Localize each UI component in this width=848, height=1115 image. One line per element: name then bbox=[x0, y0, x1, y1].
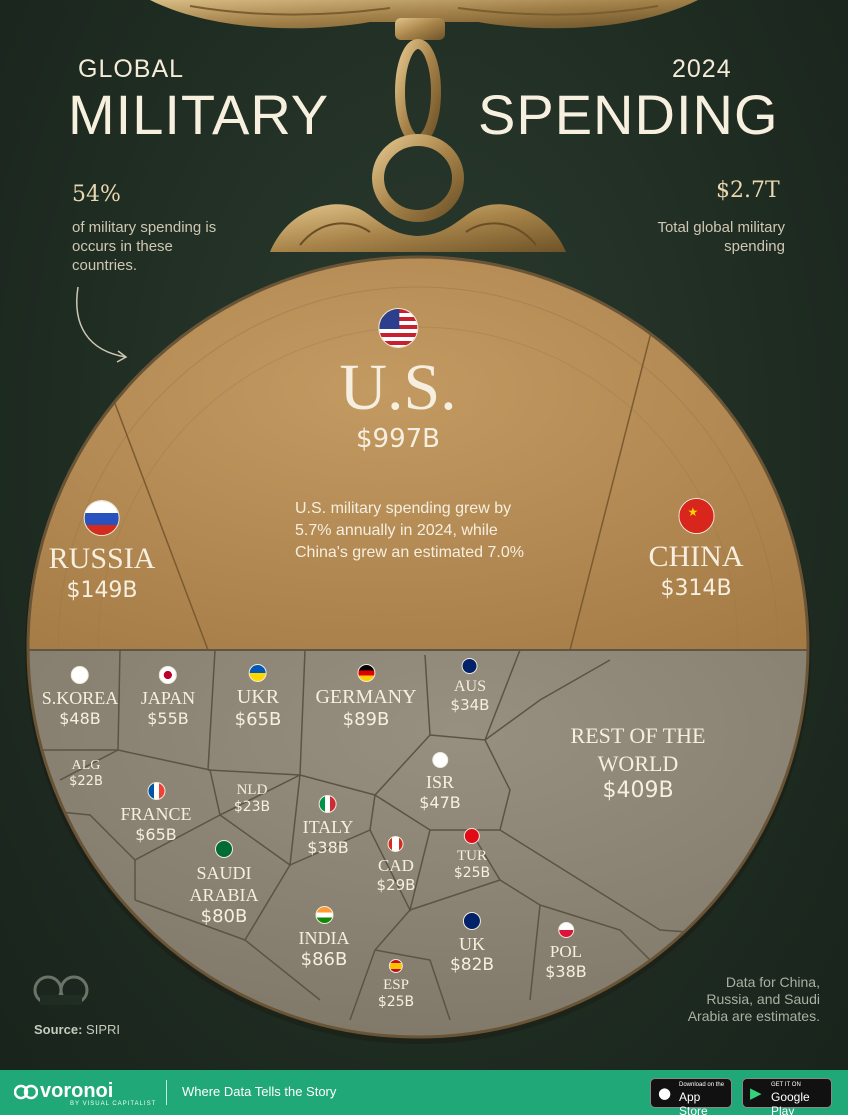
label-pol: POL $38B bbox=[545, 922, 587, 981]
svg-text:★: ★ bbox=[687, 505, 698, 519]
label-uk: UK $82B bbox=[450, 912, 494, 975]
title-year: 2024 bbox=[672, 55, 732, 83]
us-growth-note: U.S. military spending grew by 5.7% annu… bbox=[295, 500, 524, 561]
australia-flag-icon bbox=[461, 658, 478, 674]
label-aus: AUS $34B bbox=[451, 658, 489, 714]
china-name: CHINA bbox=[648, 540, 744, 573]
total-stat: $2.7T bbox=[716, 178, 780, 203]
india-flag-icon bbox=[315, 906, 333, 924]
hanger-ornament bbox=[150, 0, 698, 252]
share-stat: 54% bbox=[72, 182, 121, 207]
voronoi-cell-lines bbox=[28, 649, 801, 1021]
japan-flag-icon bbox=[159, 666, 177, 684]
label-germany: GERMANY $89B bbox=[315, 664, 417, 730]
us-value: $997B bbox=[355, 424, 440, 454]
label-ukr: UKR $65B bbox=[235, 664, 281, 730]
poland-flag-icon bbox=[557, 922, 574, 938]
title-global: GLOBAL bbox=[78, 55, 185, 83]
china-flag-icon: ★ bbox=[678, 498, 714, 534]
label-japan: JAPAN $55B bbox=[141, 666, 195, 728]
voronoi-logo-icon bbox=[14, 1084, 38, 1100]
us-name: U.S. bbox=[339, 351, 457, 424]
label-tur: TUR $25B bbox=[454, 828, 490, 881]
label-rest-of-world: REST OF THE WORLD $409B bbox=[570, 723, 706, 803]
play-icon: ▶ bbox=[750, 1084, 762, 1102]
google-play-button[interactable]: ▶ GET IT ON Google Play bbox=[742, 1078, 832, 1115]
turkey-flag-icon bbox=[463, 828, 480, 844]
footer-tagline: Where Data Tells the Story bbox=[182, 1084, 337, 1099]
apple-icon: ● bbox=[658, 1084, 672, 1102]
title-military: MILITARY bbox=[68, 83, 330, 146]
ukraine-flag-icon bbox=[249, 664, 267, 682]
us-flag-icon bbox=[378, 308, 418, 348]
label-cad: CAD $29B bbox=[377, 836, 415, 894]
label-italy: ITALY $38B bbox=[303, 795, 353, 857]
italy-flag-icon bbox=[319, 795, 337, 813]
share-note: of military spending is occurs in these … bbox=[72, 219, 217, 274]
label-saudi: SAUDI ARABIA $80B bbox=[179, 840, 269, 927]
label-russia: RUSSIA $149B bbox=[48, 500, 156, 603]
uk-flag-icon bbox=[463, 912, 481, 930]
russia-name: RUSSIA bbox=[48, 542, 156, 575]
label-us: U.S. $997B bbox=[339, 308, 457, 454]
russia-us-border bbox=[107, 384, 209, 651]
saudi-flag-icon bbox=[215, 840, 233, 858]
label-esp: ESP $25B bbox=[378, 958, 414, 1010]
spain-flag-icon bbox=[388, 959, 403, 973]
label-skorea: S.KOREA $48B bbox=[42, 666, 118, 728]
footer-bar: voronoi BY VISUAL CAPITALIST Where Data … bbox=[0, 1070, 848, 1115]
voronoi-logo-watermark bbox=[33, 975, 89, 1005]
label-india: INDIA $86B bbox=[299, 906, 350, 970]
france-flag-icon bbox=[146, 782, 165, 800]
skorea-flag-icon bbox=[70, 666, 89, 684]
russia-value: $149B bbox=[66, 578, 138, 603]
label-china: ★ CHINA $314B bbox=[649, 498, 744, 601]
source-line: Source: SIPRI bbox=[34, 1022, 120, 1037]
total-note: Total global military spending bbox=[657, 219, 785, 255]
label-nld: NLD $23B bbox=[233, 782, 271, 815]
app-store-button[interactable]: ● Download on the App Store bbox=[650, 1078, 732, 1115]
medal-rim bbox=[26, 255, 810, 1039]
label-isr: ISR $47B bbox=[419, 752, 461, 812]
brand-name[interactable]: voronoi bbox=[40, 1080, 114, 1102]
curved-arrow-icon bbox=[76, 286, 128, 363]
us-china-border bbox=[569, 312, 657, 651]
estimate-note: Data for China, Russia, and Saudi Arabia… bbox=[687, 974, 820, 1024]
label-france: FRANCE $65B bbox=[120, 782, 192, 844]
china-value: $314B bbox=[660, 576, 732, 601]
footer-divider bbox=[166, 1080, 167, 1105]
label-alg: ALG $22B bbox=[69, 758, 103, 789]
brand-subtitle: BY VISUAL CAPITALIST bbox=[70, 1101, 157, 1107]
germany-flag-icon bbox=[357, 664, 375, 682]
russia-flag-icon bbox=[83, 500, 120, 536]
israel-flag-icon bbox=[431, 752, 448, 768]
title-spending: SPENDING bbox=[478, 83, 779, 146]
canada-flag-icon bbox=[387, 836, 404, 852]
